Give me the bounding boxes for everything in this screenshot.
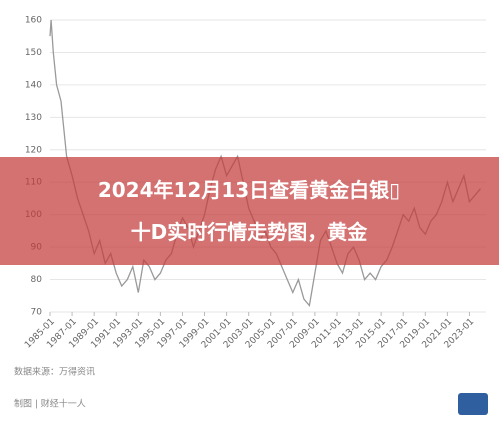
banner — [0, 157, 499, 265]
credit: 制图 | 财经十一人 — [14, 398, 86, 410]
y-tick-label: 70 — [31, 308, 43, 318]
y-tick-label: 140 — [25, 80, 42, 90]
y-tick-label: 80 — [31, 275, 43, 285]
source: 数据来源：万得资讯 — [14, 366, 95, 378]
y-tick-label: 150 — [25, 48, 42, 58]
y-tick-label: 120 — [25, 145, 42, 155]
y-tick-label: 160 — [25, 16, 42, 26]
banner-text: 2024年12月13日查看黄金白银▯十D实时行情走势图，黄金 — [98, 178, 400, 244]
y-tick-label: 130 — [25, 113, 42, 123]
logo — [458, 393, 488, 415]
